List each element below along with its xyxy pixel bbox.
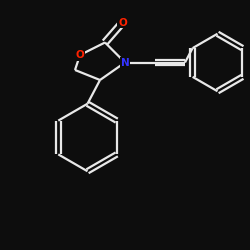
Text: N: N <box>120 58 130 68</box>
Text: O: O <box>118 18 127 28</box>
Text: O: O <box>76 50 84 60</box>
